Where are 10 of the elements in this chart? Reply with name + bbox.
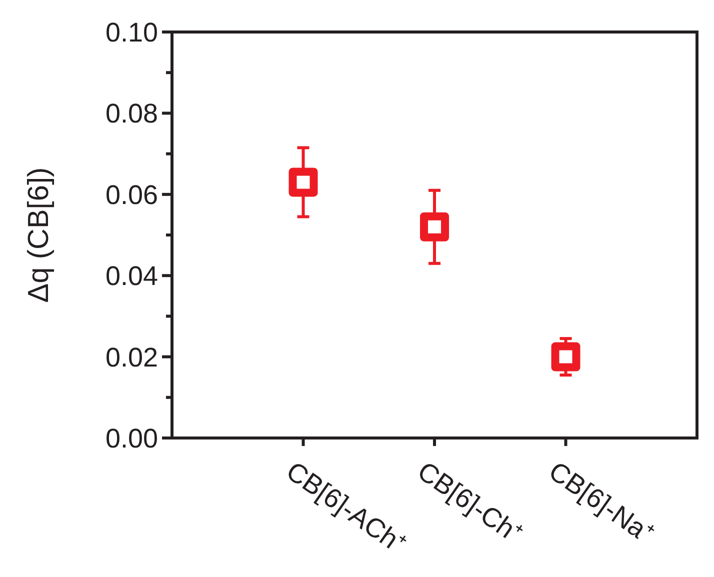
- y-axis-title: Δq (CB[6]): [23, 167, 55, 303]
- point: [420, 212, 449, 242]
- y-tick-label: 0.00: [105, 423, 158, 454]
- point: [288, 168, 318, 197]
- y-tick-label: 0.10: [105, 17, 158, 48]
- y-tick-label: 0.02: [105, 342, 158, 372]
- y-tick-label: 0.08: [105, 98, 158, 129]
- point: [551, 342, 580, 372]
- y-tick-label: 0.06: [105, 180, 158, 210]
- y-tick-label: 0.04: [105, 261, 158, 292]
